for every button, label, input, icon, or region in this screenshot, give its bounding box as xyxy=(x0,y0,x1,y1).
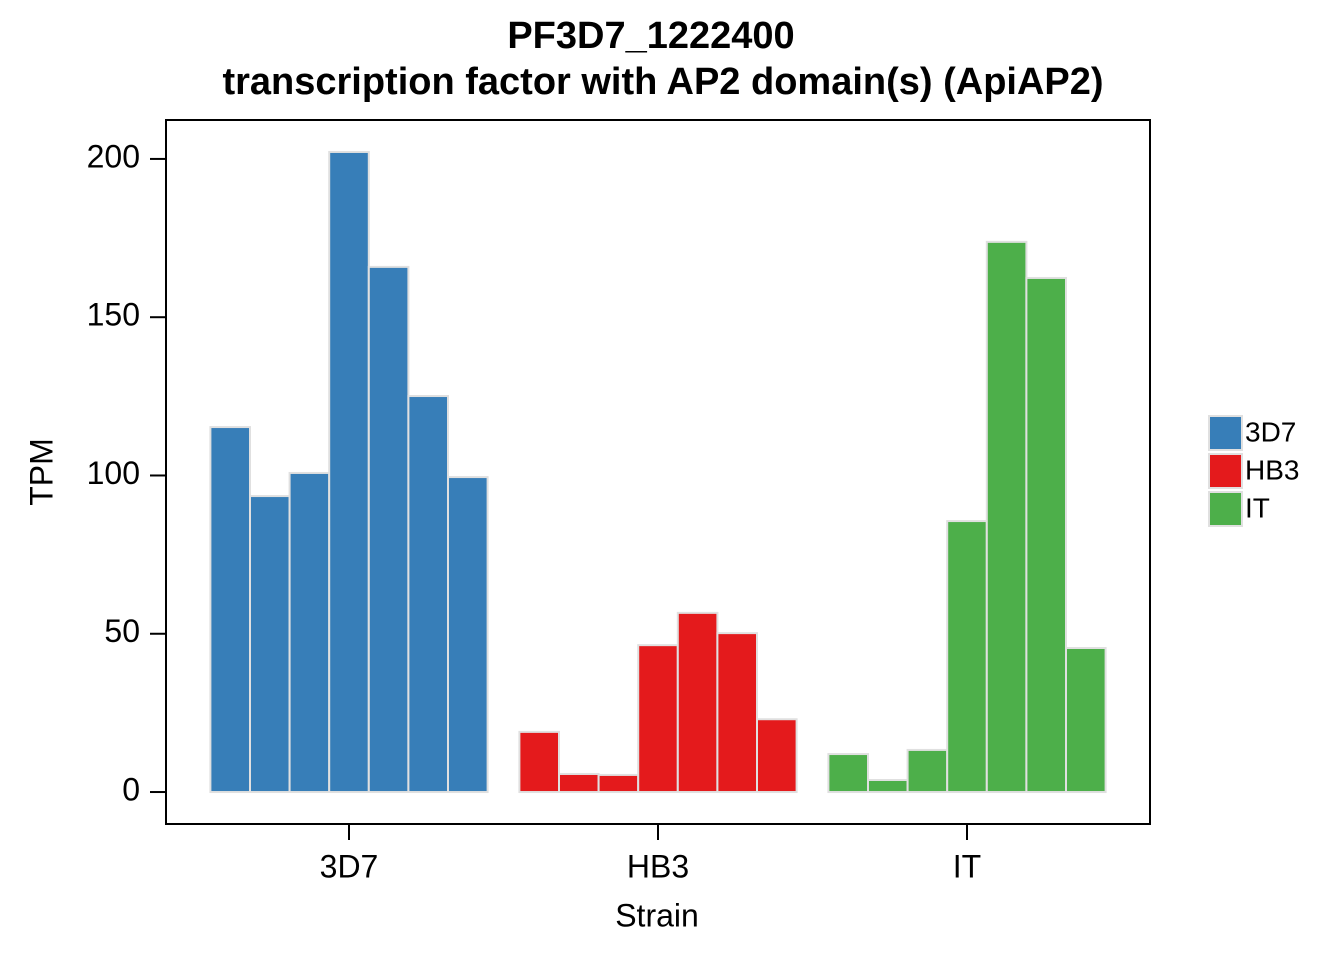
bar xyxy=(827,753,870,794)
bar xyxy=(1065,647,1107,794)
bar xyxy=(518,730,561,794)
bar xyxy=(597,773,640,794)
y-tick-label: 150 xyxy=(87,297,140,333)
bar xyxy=(637,644,679,794)
legend-key xyxy=(1208,453,1243,489)
x-tick-label: 3D7 xyxy=(320,848,379,884)
legend-key xyxy=(1208,491,1243,527)
chart-title: PF3D7_1222400 xyxy=(507,15,794,57)
legend-label: IT xyxy=(1245,492,1270,523)
bar xyxy=(558,772,600,794)
bar xyxy=(407,395,449,794)
x-axis-label: Strain xyxy=(615,897,699,933)
legend-key xyxy=(1208,415,1243,451)
bar xyxy=(367,265,410,794)
legend-label: 3D7 xyxy=(1245,416,1296,447)
bar xyxy=(1025,276,1068,794)
bar xyxy=(716,632,759,794)
bar xyxy=(328,150,370,794)
y-tick-label: 50 xyxy=(104,613,140,649)
bar xyxy=(209,426,251,794)
bar xyxy=(946,520,988,794)
y-tick-label: 0 xyxy=(122,771,140,807)
bar xyxy=(447,476,489,794)
bar xyxy=(249,495,291,794)
bar xyxy=(867,779,909,794)
legend-label: HB3 xyxy=(1245,454,1299,485)
bar xyxy=(906,748,949,794)
y-axis-label: TPM xyxy=(23,438,59,506)
y-tick-label: 200 xyxy=(87,138,140,174)
y-tick-label: 100 xyxy=(87,455,140,491)
x-tick-label: HB3 xyxy=(627,848,689,884)
bar xyxy=(676,611,719,794)
bar xyxy=(756,718,798,794)
chart-subtitle: transcription factor with AP2 domain(s) … xyxy=(222,61,1103,103)
bar xyxy=(985,240,1028,794)
bar xyxy=(288,471,331,794)
x-tick-label: IT xyxy=(953,848,981,884)
